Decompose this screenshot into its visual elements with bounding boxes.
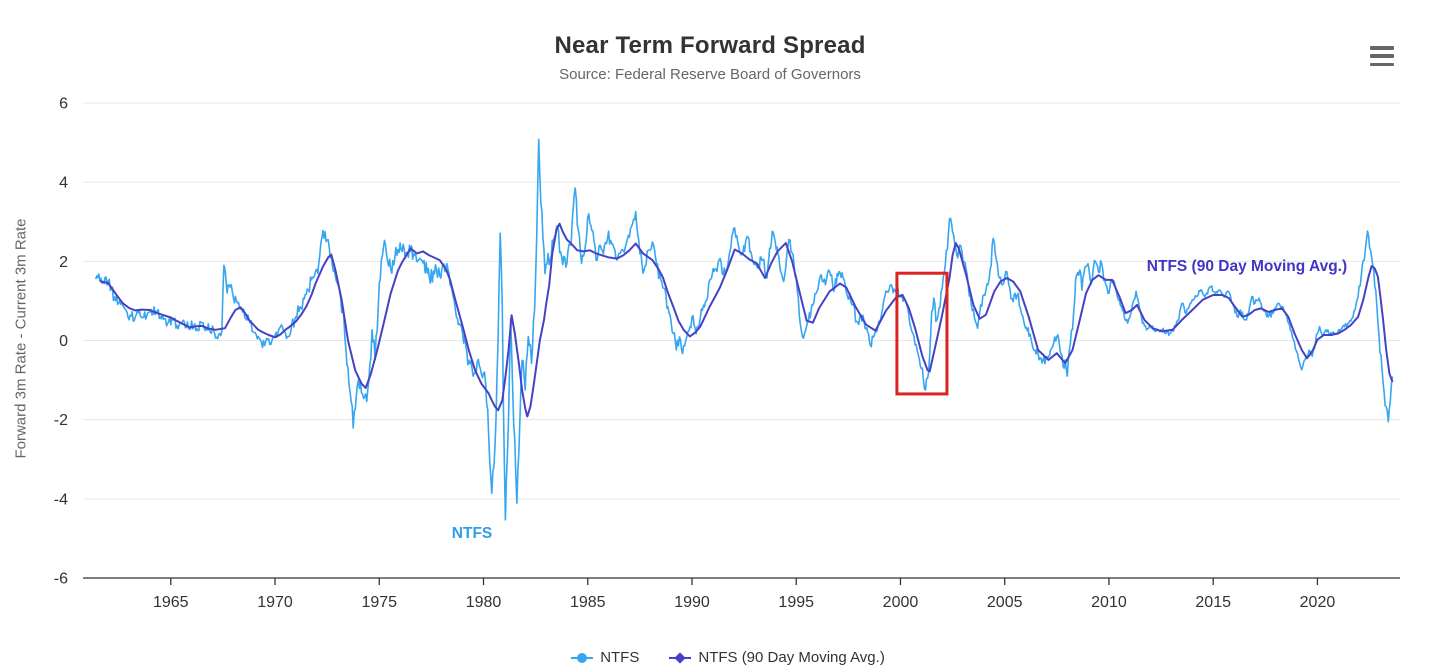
y-axis-tick-label: 4 [59,175,68,192]
y-axis-tick-label: -6 [54,571,68,588]
y-axis-tick-label: 6 [59,96,68,113]
x-axis-tick-label: 2005 [987,594,1023,611]
x-axis-tick-label: 2015 [1195,594,1231,611]
x-axis-tick-label: 1970 [257,594,293,611]
x-axis-tick-label: 1995 [778,594,814,611]
ntfs-series-line[interactable] [94,138,1394,521]
hamburger-icon [1370,54,1394,58]
y-axis-tick-label: -4 [54,491,68,508]
x-axis-tick-label: 2000 [883,594,919,611]
legend-item-ntfs[interactable]: NTFS [571,649,639,666]
circle-marker-icon [571,652,594,664]
x-axis-tick-label: 1975 [361,594,397,611]
legend-item-label: NTFS [600,649,640,666]
x-axis-tick-label: 2010 [1091,594,1127,611]
diamond-marker-icon [669,651,692,664]
y-axis-tick-label: 2 [59,254,68,271]
legend-item-moving-avg[interactable]: NTFS (90 Day Moving Avg.) [669,649,885,666]
x-axis-tick-label: 1985 [570,594,606,611]
x-axis-tick-label: 2020 [1300,594,1336,611]
moving-avg-series-line[interactable] [99,222,1394,418]
chart-subtitle: Source: Federal Reserve Board of Governo… [559,66,861,83]
y-axis-tick-label: -2 [54,412,68,429]
y-axis-title: Forward 3m Rate - Current 3m Rate [12,218,30,459]
hamburger-icon [1370,46,1394,50]
chart-title: Near Term Forward Spread [554,32,866,59]
legend-item-label: NTFS (90 Day Moving Avg.) [698,649,885,666]
ntfs-annotation: NTFS [452,525,492,542]
x-axis-tick-label: 1965 [153,594,189,611]
moving-avg-annotation: NTFS (90 Day Moving Avg.) [1147,258,1347,275]
x-axis-tick-label: 1980 [466,594,502,611]
highlight-box [895,271,949,396]
export-menu-button[interactable] [1370,44,1394,68]
legend: NTFS NTFS (90 Day Moving Avg.) [0,649,1456,666]
x-axis-tick-label: 1990 [674,594,710,611]
hamburger-icon [1370,62,1394,66]
y-axis-tick-label: 0 [59,333,68,350]
